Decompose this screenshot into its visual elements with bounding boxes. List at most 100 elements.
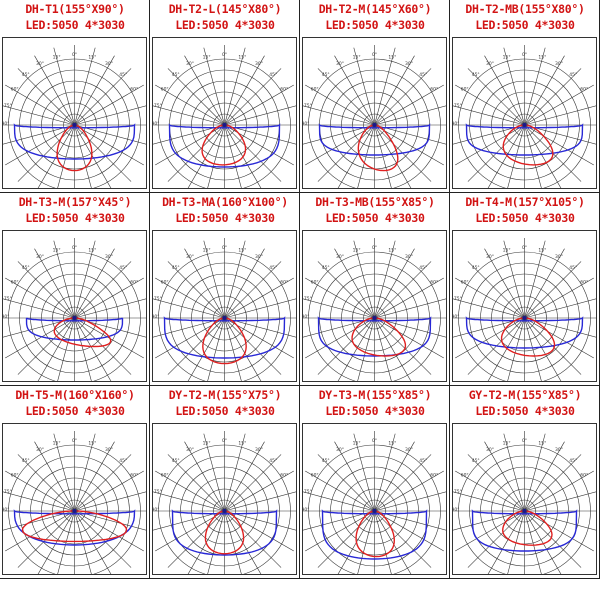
angle-label: 45°: [472, 265, 480, 271]
grid-radial: [187, 124, 225, 189]
panel-led-spec: LED:5050 4*3030: [175, 404, 275, 418]
angle-label: 30°: [36, 254, 44, 260]
angle-label: 30°: [36, 61, 44, 67]
c0-180-curve: [168, 123, 281, 168]
grid-radial: [17, 261, 75, 319]
grid-radial: [302, 491, 375, 512]
angle-label: 45°: [22, 265, 30, 271]
angle-label: 45°: [119, 72, 127, 78]
grid-radial: [353, 433, 375, 512]
grid-radial: [152, 105, 225, 126]
grid-radial: [524, 240, 546, 319]
polar-plot: 90° 75° 60° 45° 30° 15° 0° 15° 30° 45° 60°: [452, 423, 597, 575]
grid-radial: [524, 510, 597, 531]
grid-radial: [524, 317, 562, 382]
polar-panel: DH-T5-M(160°X160°) LED:5050 4*3030 90° 75° 6…: [0, 386, 150, 579]
polar-plot: 90° 75° 60° 45° 30° 15° 0° 15° 30° 45° 60°: [452, 230, 597, 382]
grid-radial: [155, 277, 225, 319]
c0-180-curve: [25, 317, 124, 341]
grid-radial: [467, 68, 525, 126]
grid-radial: [74, 124, 144, 166]
grid-radial: [374, 248, 415, 319]
grid-radial: [224, 124, 262, 189]
angle-label: 30°: [555, 447, 563, 453]
angle-label: 15°: [88, 440, 96, 446]
grid-radial: [224, 68, 282, 126]
angle-label: 15°: [88, 247, 96, 253]
grid-radial: [74, 277, 144, 319]
panel-led-spec: LED:5050 4*3030: [175, 18, 275, 32]
grid-radial: [374, 124, 447, 145]
angle-label: 15°: [53, 440, 61, 446]
grid-radial: [452, 317, 525, 338]
polar-plot: 90° 75° 60° 45° 30° 15° 0° 15° 30° 45° 60°: [152, 37, 297, 189]
grid-radial: [224, 510, 282, 568]
grid-radial: [74, 433, 96, 512]
angle-label: 75°: [154, 103, 162, 109]
grid-radial: [2, 510, 75, 531]
grid-radial: [524, 47, 546, 126]
panel-led-spec: LED:5050 4*3030: [325, 18, 425, 32]
angle-label: 15°: [203, 247, 211, 253]
angle-label: 60°: [580, 473, 588, 479]
polar-plot: 90° 75° 60° 45° 30° 15° 0° 15° 30° 45° 60°: [302, 37, 447, 189]
angle-label: 60°: [280, 280, 288, 286]
panel-led-spec: LED:5050 4*3030: [25, 18, 125, 32]
grid-radial: [224, 317, 282, 375]
plot-center: [372, 315, 377, 321]
angle-label: 45°: [322, 458, 330, 464]
c0-180-curve: [321, 509, 428, 560]
grid-radial: [74, 124, 132, 182]
angle-label: 45°: [119, 458, 127, 464]
grid-radial: [2, 491, 75, 512]
angle-label: 15°: [353, 247, 361, 253]
angle-label: 15°: [538, 440, 546, 446]
grid-radial: [524, 105, 597, 126]
grid-radial: [374, 433, 396, 512]
angle-label: 0°: [72, 52, 77, 58]
grid-radial: [224, 105, 297, 126]
grid-radial: [374, 317, 432, 375]
grid-radial: [305, 84, 375, 126]
panel-title: DH-T2-MB(155°X80°): [465, 2, 585, 16]
grid-radial: [507, 317, 525, 382]
grid-radial: [337, 317, 375, 382]
grid-radial: [167, 510, 225, 568]
panel-title: DH-T3-MB(155°X85°): [315, 195, 435, 209]
c90-270-curve: [355, 510, 396, 558]
c0-180-curve: [13, 123, 136, 160]
angle-label: 15°: [238, 247, 246, 253]
panel-title: DH-T3-MA(160°X100°): [162, 195, 288, 209]
angle-label: 90°: [452, 121, 459, 127]
angle-label: 30°: [405, 447, 413, 453]
angle-label: 60°: [130, 87, 138, 93]
grid-radial: [167, 261, 225, 319]
grid-radial: [74, 317, 92, 382]
angle-label: 15°: [353, 54, 361, 60]
angle-label: 75°: [304, 489, 312, 495]
grid-radial: [302, 317, 375, 338]
panel-led-spec: LED:5050 4*3030: [175, 211, 275, 225]
panel-title: DH-T3-M(157°X45°): [18, 195, 132, 209]
grid-radial: [524, 454, 582, 512]
grid-radial: [224, 124, 294, 166]
grid-radial: [74, 470, 144, 512]
angle-label: 0°: [522, 52, 527, 58]
angle-label: 15°: [88, 54, 96, 60]
panel-title: DY-T3-M(155°X85°): [318, 388, 432, 402]
grid-radial: [484, 441, 525, 512]
grid-radial: [5, 84, 75, 126]
grid-radial: [167, 124, 225, 182]
grid-radial: [74, 84, 144, 126]
panel-led-spec: LED:5050 4*3030: [475, 404, 575, 418]
grid-radial: [17, 68, 75, 126]
grid-radial: [524, 124, 594, 166]
grid-radial: [374, 470, 444, 512]
grid-radial: [203, 433, 225, 512]
grid-radial: [224, 470, 294, 512]
angle-label: 60°: [580, 87, 588, 93]
grid-radial: [57, 317, 75, 382]
angle-label: 30°: [486, 254, 494, 260]
c90-270-curve: [502, 124, 554, 166]
grid-radial: [305, 470, 375, 512]
